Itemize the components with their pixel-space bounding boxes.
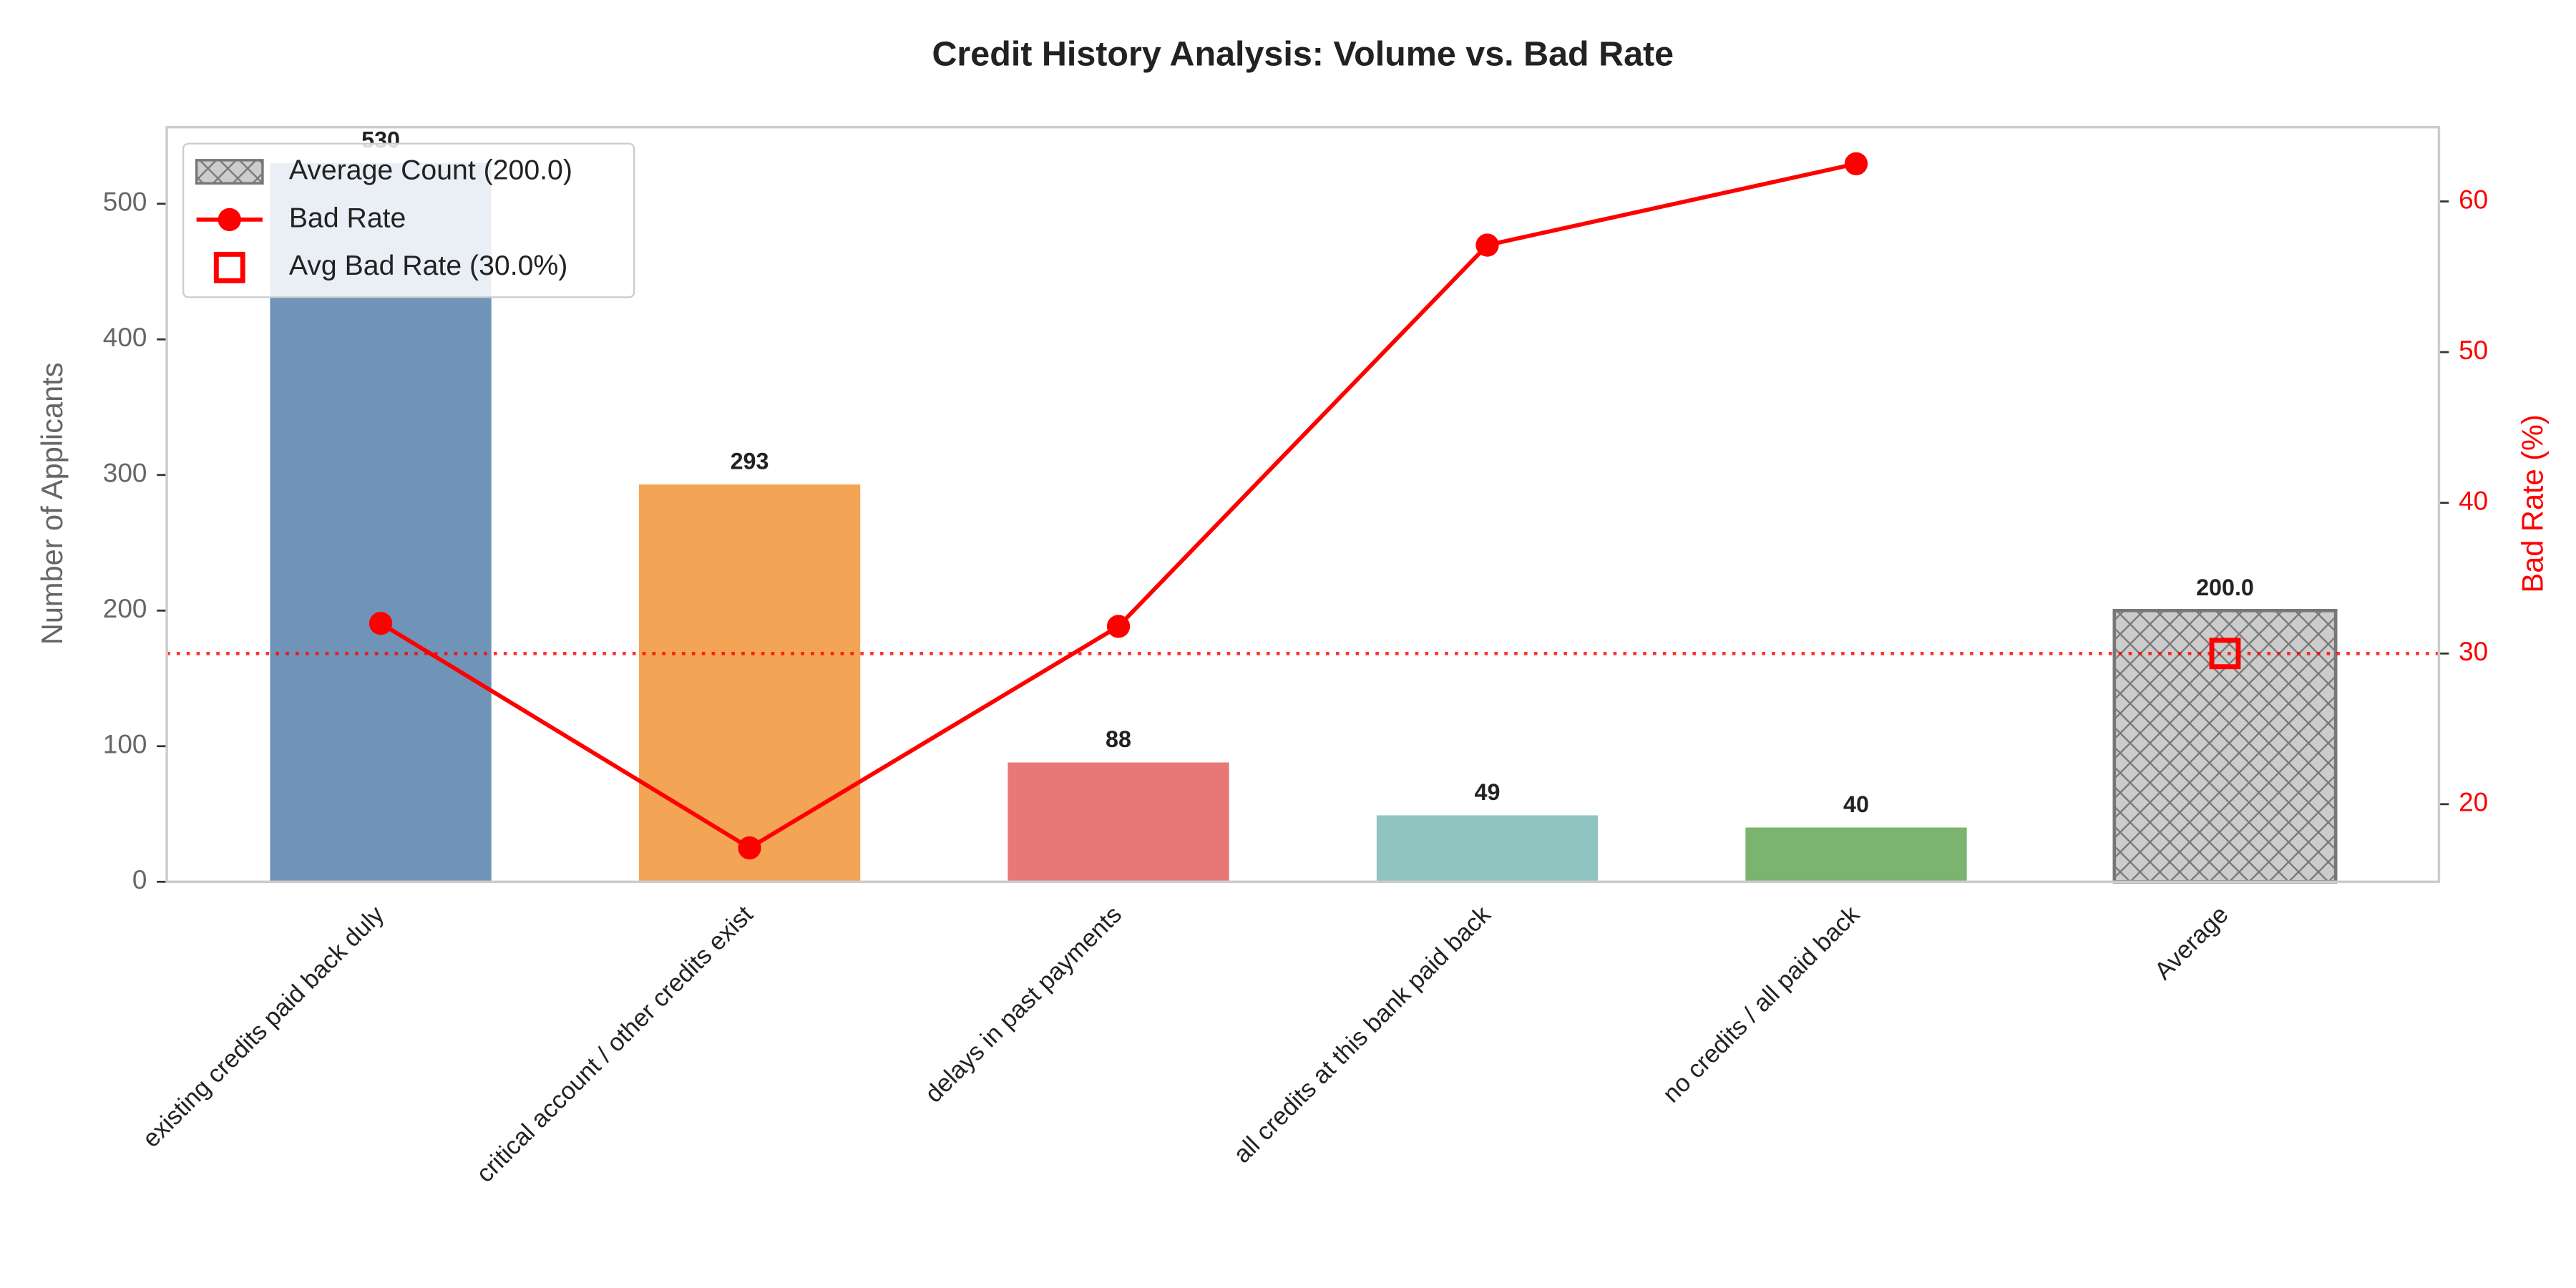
legend-label: Average Count (200.0)	[289, 154, 572, 185]
legend-label: Avg Bad Rate (30.0%)	[289, 250, 568, 281]
bar	[1008, 762, 1229, 882]
y-tick-label: 100	[103, 730, 147, 759]
bar-value-label: 293	[731, 449, 769, 474]
x-tick-label: all credits at this bank paid back	[1229, 901, 1496, 1169]
bad-rate-marker	[1475, 233, 1499, 257]
y-tick-label: 0	[132, 865, 147, 894]
bar	[2112, 608, 2338, 884]
y-tick-label: 200	[103, 594, 147, 623]
bar-value-label: 88	[1106, 726, 1131, 752]
y-axis-label: Number of Applicants	[35, 363, 69, 645]
bad-rate-marker	[1844, 152, 1868, 176]
legend-box	[182, 142, 635, 298]
avg-bad-rate-marker	[2209, 638, 2241, 670]
bad-rate-marker	[369, 611, 393, 635]
bar-value-label: 200.0	[2196, 575, 2254, 600]
y2-tick-label: 40	[2459, 486, 2488, 515]
chart-title: Credit History Analysis: Volume vs. Bad …	[932, 34, 1674, 73]
y2-tick-label: 30	[2459, 637, 2488, 666]
legend-swatch	[195, 159, 264, 185]
legend-swatch	[218, 208, 241, 232]
legend-label: Bad Rate	[289, 202, 406, 233]
plot-frame	[165, 125, 2441, 884]
y2-tick-label: 60	[2459, 185, 2488, 214]
y2-tick-label: 20	[2459, 788, 2488, 817]
bar	[638, 484, 861, 882]
x-tick-label: critical account / other credits exist	[472, 901, 758, 1188]
x-tick-label: Average	[2150, 901, 2234, 985]
bad-rate-marker	[1106, 615, 1131, 638]
bar	[1745, 827, 1967, 882]
y-tick-label: 500	[103, 187, 147, 217]
bar	[1376, 815, 1599, 882]
bar-value-label: 40	[1843, 791, 1869, 817]
y-tick-label: 300	[103, 459, 147, 488]
y2-axis-label: Bad Rate (%)	[2515, 414, 2549, 592]
y2-tick-label: 50	[2459, 336, 2488, 365]
legend-swatch	[213, 251, 245, 283]
y-tick-label: 400	[103, 323, 147, 352]
x-tick-label: delays in past payments	[920, 901, 1127, 1108]
x-tick-label: existing credits paid back duly	[137, 901, 389, 1153]
bar-value-label: 49	[1475, 779, 1501, 805]
x-tick-label: no credits / all paid back	[1658, 901, 1865, 1108]
bad-rate-marker	[738, 836, 761, 860]
